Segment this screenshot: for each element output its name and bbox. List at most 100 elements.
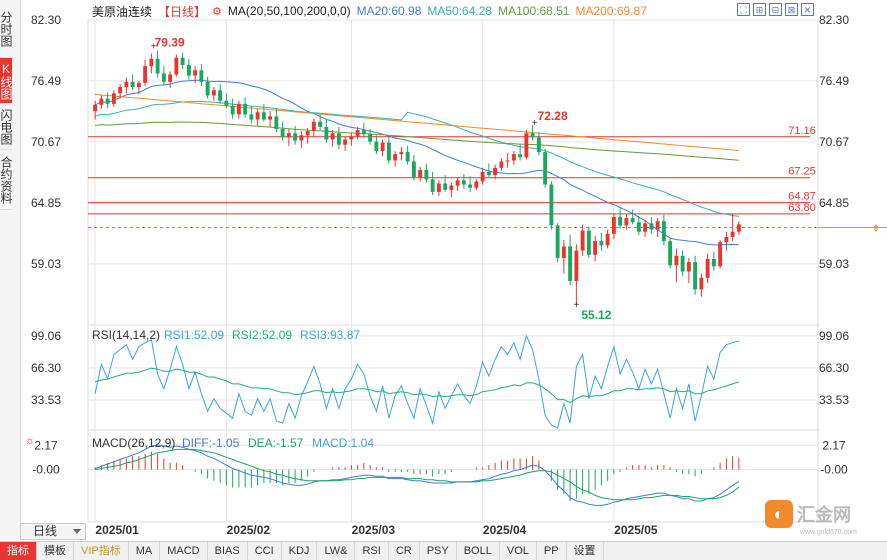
candle-body <box>143 66 148 83</box>
candle-body <box>730 231 735 237</box>
candle-body <box>368 134 373 142</box>
candle-body <box>174 57 179 75</box>
candle-body <box>199 70 204 82</box>
reset-icon[interactable]: ✕ <box>801 3 814 16</box>
indicator-tab[interactable]: 设置 <box>567 542 604 560</box>
indicator-tab[interactable]: MA <box>129 542 161 560</box>
settings-icon[interactable]: ⚙ <box>212 5 222 18</box>
local-high-annotation: 72.28 <box>538 109 568 123</box>
x-tick-label: 2025/02 <box>227 523 271 537</box>
candle-body <box>705 258 710 278</box>
candle-body <box>649 223 654 230</box>
y-tick-label-left: 70.67 <box>31 135 61 149</box>
candle-body <box>330 133 335 140</box>
indicator-tab[interactable]: VOL <box>500 542 537 560</box>
indicator-tab[interactable]: PSY <box>420 542 457 560</box>
candle-body <box>186 65 191 76</box>
indicator-tab[interactable]: KDJ <box>282 542 318 560</box>
candle-body <box>661 221 666 242</box>
candle-body <box>511 154 516 161</box>
indicator-tab[interactable]: 模板 <box>37 542 74 560</box>
rsi-y-tick-left: 99.06 <box>31 329 61 343</box>
indicator-tab[interactable]: CR <box>389 542 420 560</box>
candle-body <box>230 105 235 115</box>
candle-body <box>593 241 598 255</box>
indicator-tab[interactable]: LW& <box>317 542 356 560</box>
indicator-tab[interactable]: RSI <box>355 542 389 560</box>
macd-legend: MACD:1.04 <box>312 436 374 450</box>
indicator-tab[interactable]: MACD <box>160 542 208 560</box>
local-high-marker-icon: + <box>532 118 538 129</box>
candle-body <box>361 130 366 135</box>
indicator-tab[interactable]: VIP指标 <box>74 542 129 560</box>
logo-icon: ◐ <box>765 500 793 528</box>
candle-body <box>355 130 360 137</box>
candle-body <box>624 218 629 226</box>
y-tick-label-left: 76.49 <box>31 74 61 88</box>
rsi1-legend: RSI1:52.09 <box>164 328 224 342</box>
chart-canvas: 82.30 82.30 76.49 76.49 70.67 70.67 64.85 64.85… <box>25 13 887 537</box>
indicator-bar: 指标 模板 VIP指标 MA MACD BIAS CCI KDJ LW& RSI CR PSY BOLL… <box>0 541 887 560</box>
watermark-url: www.gold678.com <box>800 529 857 536</box>
grid-icon[interactable]: ⊠ <box>785 3 798 16</box>
candle-body <box>555 225 560 258</box>
candle-body <box>418 169 423 178</box>
sidebar-tab[interactable]: 闪电图 <box>0 104 13 150</box>
candle-body <box>561 246 566 258</box>
candle-body <box>493 167 498 176</box>
candle-body <box>311 121 316 132</box>
candle-body <box>718 242 723 267</box>
low-marker-icon: + <box>573 300 579 311</box>
candle-body <box>611 217 616 234</box>
indicator-tab[interactable]: CCI <box>248 542 282 560</box>
candle-body <box>180 57 185 66</box>
rsi-line-rsi3 <box>94 334 740 429</box>
indicator-tab[interactable]: BOLL <box>457 542 500 560</box>
sidebar-tab[interactable]: 合约资料 <box>0 150 13 210</box>
fullscreen-icon[interactable]: ⛶ <box>737 3 750 16</box>
candle-body <box>668 241 673 266</box>
instrument-title[interactable]: 美原油连续 <box>92 4 153 19</box>
candle-body <box>655 221 660 230</box>
macd-panel-frame <box>87 429 819 523</box>
y-tick-label-left: 59.03 <box>31 257 61 271</box>
candle-body <box>736 224 741 232</box>
candle-body <box>674 255 679 266</box>
indicator-tab[interactable]: 指标 <box>0 542 37 560</box>
candle-body <box>168 74 173 82</box>
candle-body <box>343 139 348 145</box>
candle-body <box>236 103 241 115</box>
candle-body <box>680 255 685 272</box>
period-select[interactable]: 日线 <box>20 523 86 540</box>
candle-body <box>430 179 435 192</box>
candle-body <box>599 241 604 246</box>
indicator-tab[interactable]: BIAS <box>208 542 248 560</box>
candle-body <box>411 161 416 178</box>
ma-params: MA(20,50,100,200,0,0) <box>227 4 351 18</box>
ma20-value: MA20:60.98 <box>356 4 422 18</box>
candle-body <box>618 217 623 226</box>
zoom-out-icon[interactable]: ⊟ <box>769 3 782 16</box>
candle-body <box>224 100 229 106</box>
current-price-arrow-icon: ⇟ <box>872 224 880 235</box>
candle-body <box>268 116 273 120</box>
candle-body <box>136 82 141 88</box>
candle-body <box>549 184 554 226</box>
period-label[interactable]: 【日线】 <box>158 4 207 19</box>
sidebar: 分时图 K线图 闪电图 合约资料 <box>0 0 21 540</box>
candle-body <box>711 258 716 267</box>
sidebar-tab[interactable]: K线图 <box>0 58 13 104</box>
candle-body <box>543 152 548 185</box>
ma200-value: MA200:69.87 <box>575 4 647 18</box>
indicator-tab[interactable]: PP <box>537 542 567 560</box>
high-marker-icon: + <box>151 42 157 53</box>
candle-body <box>605 233 610 246</box>
macd-title: MACD(26,12,9) <box>92 436 175 450</box>
candle-body <box>443 183 448 190</box>
rsi3-legend: RSI3:93.87 <box>300 328 360 342</box>
candle-body <box>393 154 398 161</box>
price-level-label: 71.16 <box>788 125 816 137</box>
zoom-in-icon[interactable]: ⊞ <box>753 3 766 16</box>
sidebar-tab[interactable]: 分时图 <box>0 0 13 58</box>
candle-body <box>349 136 354 140</box>
